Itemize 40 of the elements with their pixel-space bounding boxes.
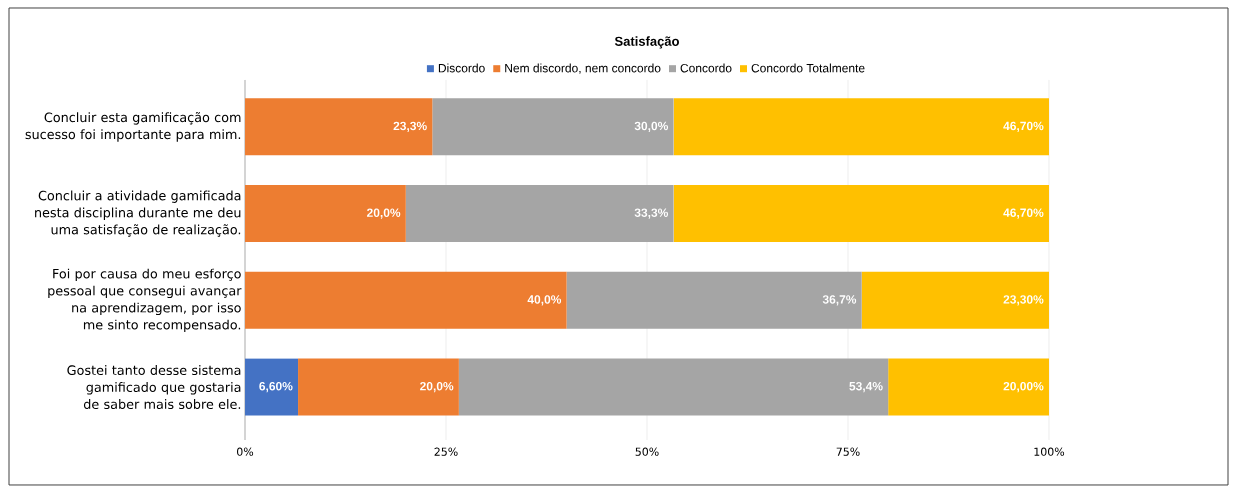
data-label: 46,70% [1003,208,1044,219]
bar [245,98,433,156]
chart-title: Satisfação [614,36,679,49]
data-label: 23,3% [393,121,427,132]
legend-label: Nem discordo, nem concordo [505,63,661,74]
bar [298,358,459,416]
data-label: 46,70% [1003,121,1044,132]
data-label: 23,30% [1003,295,1044,306]
bar [432,98,674,156]
data-label: 40,0% [527,295,562,306]
bar [405,185,674,243]
bar [245,185,406,243]
x-tick-label: 75% [836,447,860,456]
bar [245,271,567,329]
bar [673,185,1049,243]
bar [245,358,299,416]
data-label: 20,00% [1003,381,1044,393]
bar [861,271,1049,329]
legend-label: Concordo [680,63,732,73]
data-label: 30,0% [634,121,669,132]
y-tick-label: Gostei tanto desse sistema gamificado que gostaria de saber mais sobre ele. [67,365,241,410]
x-tick-label: 0% [237,447,254,456]
legend-label: Discordo [438,63,485,73]
y-tick-label: Concluir a atividade gamificada nesta disciplina durante me deu uma satisfação de realização. [35,190,241,237]
bar [888,358,1049,416]
data-label: 20,0% [420,381,454,393]
bar [673,98,1049,156]
data-label: 33,3% [634,208,669,219]
data-label: 6,60% [259,381,293,393]
legend-label: Concordo Totalmente [751,63,865,73]
x-tick-label: 50% [635,447,659,456]
data-label: 36,7% [822,295,857,306]
x-tick-label: 25% [434,447,458,456]
data-label: 20,0% [367,208,401,219]
y-tick-label: Concluir esta gamificação com sucesso foi importante para mim. [25,112,241,142]
bar [566,271,862,329]
data-label: 53,4% [849,381,883,393]
bar [458,358,889,416]
x-tick-label: 100% [1034,447,1065,456]
y-tick-label: Foi por causa do meu esforço pessoal que consegui avançar na aprendizagem, por isso me sinto recompensado. [48,268,242,333]
